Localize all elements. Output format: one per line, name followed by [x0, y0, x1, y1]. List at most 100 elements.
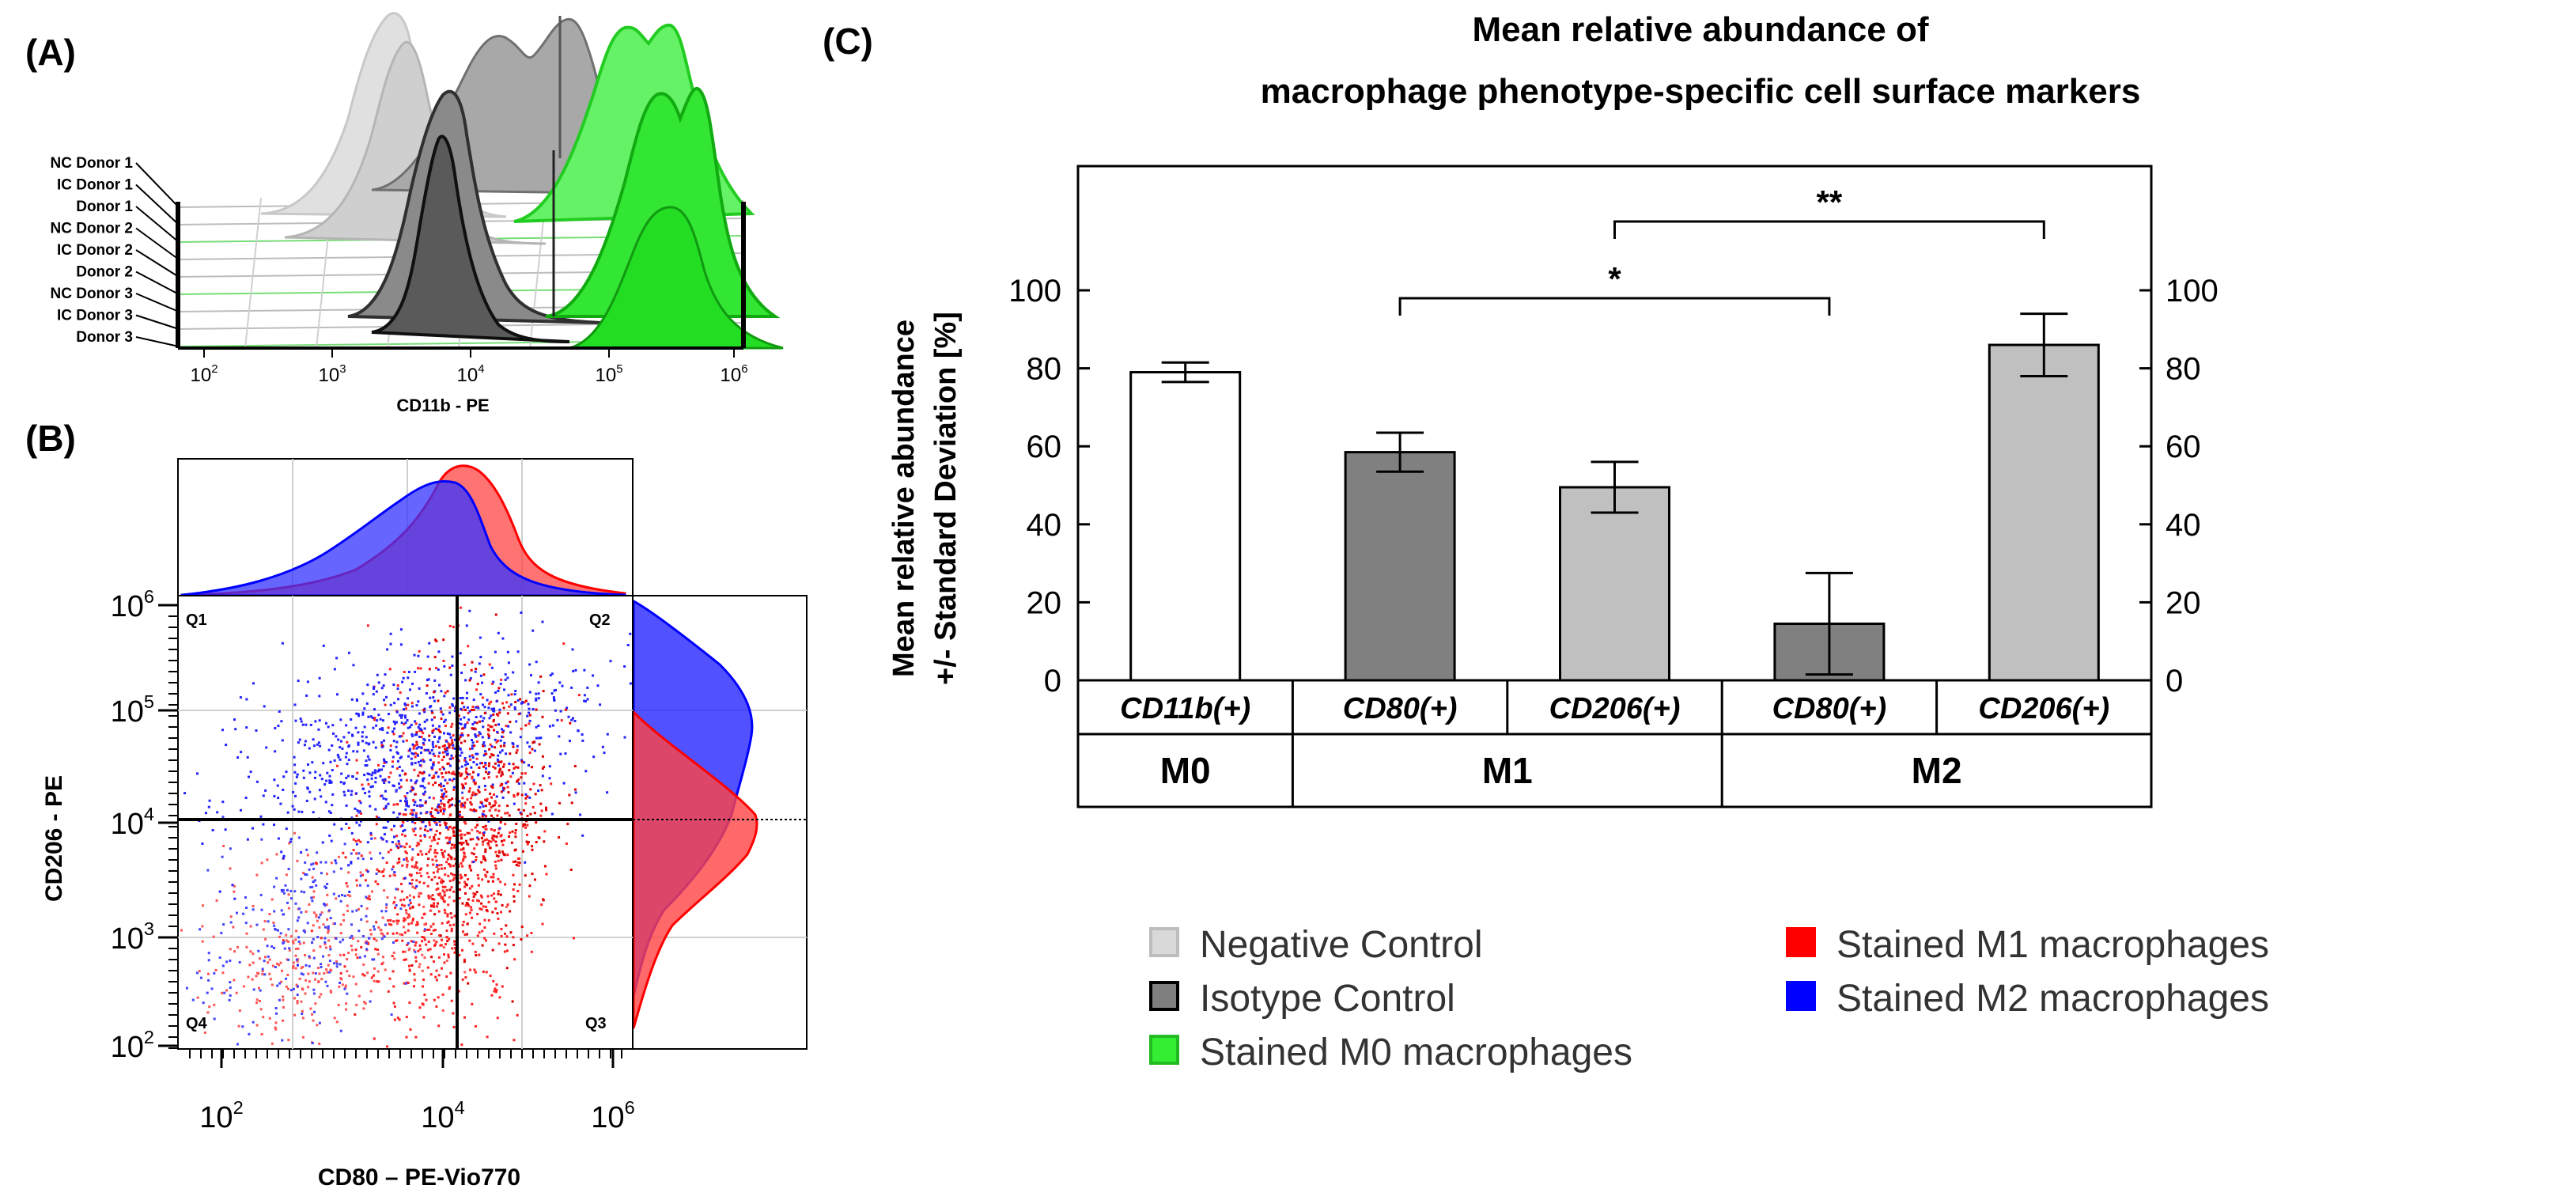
- scatter-point: [440, 796, 443, 798]
- scatter-point: [258, 957, 261, 960]
- scatter-point: [259, 1000, 261, 1002]
- scatter-point: [313, 797, 316, 801]
- scatter-point: [288, 842, 291, 845]
- scatter-point: [422, 985, 425, 988]
- scatter-point: [524, 797, 528, 800]
- scatter-point: [465, 767, 468, 770]
- scatter-point: [395, 922, 399, 925]
- scatter-point: [241, 1025, 244, 1028]
- scatter-point: [300, 720, 303, 723]
- scatter-point: [237, 1024, 240, 1028]
- scatter-point: [436, 851, 439, 854]
- scatter-point: [476, 823, 479, 827]
- scatter-point: [422, 771, 425, 774]
- scatter-point: [392, 865, 395, 869]
- scatter-point: [398, 1018, 401, 1021]
- scatter-point: [463, 709, 467, 711]
- scatter-point: [246, 838, 249, 841]
- scatter-point: [443, 732, 445, 735]
- scatter-point: [535, 697, 538, 700]
- scatter-point: [494, 864, 497, 867]
- scatter-point: [460, 842, 463, 846]
- scatter-point: [531, 873, 534, 876]
- scatter-point: [303, 744, 306, 747]
- panel-a-row-label: Donor 2: [76, 264, 133, 281]
- scatter-point: [501, 735, 504, 738]
- scatter-point: [414, 781, 418, 784]
- scatter-point: [513, 883, 516, 886]
- scatter-point: [449, 798, 452, 801]
- scatter-point: [444, 911, 447, 914]
- scatter-point: [502, 729, 505, 733]
- scatter-point: [494, 990, 497, 994]
- scatter-point: [450, 930, 453, 933]
- scatter-point: [519, 698, 522, 701]
- scatter-point: [365, 869, 369, 872]
- scatter-point: [366, 897, 369, 900]
- scatter-point: [405, 778, 408, 782]
- scatter-point: [383, 833, 386, 836]
- scatter-point: [304, 873, 307, 876]
- scatter-point: [406, 896, 409, 899]
- scatter-point: [452, 826, 456, 829]
- scatter-point: [528, 763, 530, 767]
- scatter-point: [478, 953, 481, 956]
- scatter-point: [360, 812, 362, 815]
- scatter-point: [229, 847, 232, 850]
- scatter-point: [439, 934, 442, 937]
- scatter-point: [403, 714, 407, 717]
- scatter-point: [496, 814, 499, 817]
- scatter-point: [481, 736, 484, 739]
- scatter-point: [623, 736, 626, 739]
- scatter-point: [292, 967, 294, 969]
- scatter-point: [419, 785, 422, 788]
- scatter-point: [550, 692, 554, 695]
- panel-b-label: (B): [25, 418, 76, 459]
- scatter-point: [411, 682, 414, 685]
- scatter-point: [357, 930, 361, 933]
- scatter-point: [531, 848, 534, 851]
- scatter-point: [474, 670, 477, 673]
- scatter-point: [466, 775, 468, 778]
- scatter-point: [481, 944, 484, 947]
- scatter-point: [453, 873, 456, 876]
- scatter-point: [408, 845, 411, 848]
- scatter-point: [501, 843, 505, 846]
- scatter-point: [562, 642, 566, 646]
- scatter-point: [480, 895, 483, 899]
- scatter-point: [331, 793, 335, 796]
- scatter-point: [427, 894, 430, 897]
- scatter-x-tick-label: 106: [591, 1097, 634, 1134]
- panel-a-row-label: IC Donor 3: [57, 308, 133, 324]
- scatter-point: [444, 771, 448, 774]
- scatter-point: [371, 958, 374, 961]
- bar: [1344, 451, 1456, 682]
- scatter-point: [433, 902, 436, 905]
- scatter-point: [572, 717, 574, 720]
- scatter-point: [480, 837, 483, 840]
- scatter-point: [451, 827, 454, 830]
- scatter-point: [320, 937, 323, 940]
- scatter-point: [528, 884, 531, 888]
- scatter-point: [403, 982, 406, 985]
- scatter-point: [506, 903, 509, 907]
- scatter-point: [358, 956, 361, 959]
- scatter-point: [460, 804, 463, 806]
- scatter-point: [374, 880, 377, 883]
- scatter-point: [376, 673, 379, 676]
- scatter-point: [368, 795, 371, 798]
- scatter-point: [378, 768, 380, 771]
- scatter-point: [282, 892, 286, 895]
- scatter-point: [376, 719, 379, 722]
- scatter-point: [375, 823, 378, 826]
- scatter-point: [305, 723, 308, 726]
- scatter-point: [498, 851, 501, 854]
- scatter-point: [515, 720, 518, 723]
- scatter-point: [527, 841, 530, 843]
- scatter-point: [460, 837, 463, 840]
- scatter-point: [307, 986, 310, 989]
- scatter-point: [386, 648, 389, 651]
- scatter-point: [438, 892, 441, 895]
- scatter-point: [301, 1013, 304, 1016]
- scatter-point: [433, 944, 436, 947]
